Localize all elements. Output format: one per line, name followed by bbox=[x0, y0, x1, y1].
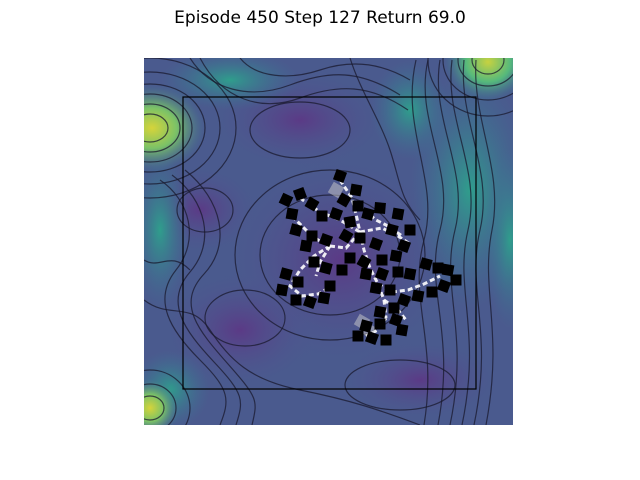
body-block bbox=[426, 286, 438, 298]
body-block bbox=[396, 292, 412, 308]
body-block bbox=[419, 257, 433, 271]
body-block bbox=[352, 330, 364, 342]
articulated-body bbox=[275, 168, 462, 346]
body-link bbox=[338, 179, 362, 233]
body-block bbox=[292, 276, 304, 288]
body-block bbox=[374, 266, 390, 282]
body-block bbox=[292, 186, 308, 202]
body-block bbox=[368, 236, 384, 252]
body-block bbox=[318, 232, 334, 248]
body-link bbox=[359, 226, 411, 246]
body-block-ghost bbox=[327, 181, 345, 199]
body-block bbox=[395, 323, 409, 337]
body-block bbox=[279, 267, 293, 281]
terrain-heatmap bbox=[144, 58, 513, 425]
body-block bbox=[369, 281, 383, 295]
body-block bbox=[278, 192, 294, 208]
body-block bbox=[373, 305, 387, 319]
body-block bbox=[404, 224, 416, 236]
body-block bbox=[450, 274, 462, 286]
body-block bbox=[374, 202, 386, 214]
body-block bbox=[411, 289, 425, 303]
body-block bbox=[396, 238, 412, 254]
body-block bbox=[285, 207, 299, 221]
body-block bbox=[299, 239, 313, 253]
body-block bbox=[376, 254, 388, 266]
body-block bbox=[308, 256, 320, 268]
body-block bbox=[436, 278, 452, 294]
body-block bbox=[319, 261, 333, 275]
body-block bbox=[364, 330, 380, 346]
body-block bbox=[304, 196, 320, 212]
body-block bbox=[388, 312, 404, 328]
body-block bbox=[328, 206, 344, 222]
body-link bbox=[314, 245, 332, 277]
body-block bbox=[361, 207, 375, 221]
body-block bbox=[391, 207, 405, 221]
body-block bbox=[441, 263, 455, 277]
body-block bbox=[336, 192, 352, 208]
body-block bbox=[336, 264, 348, 276]
body-block bbox=[344, 252, 356, 264]
body-block bbox=[354, 232, 366, 244]
body-link bbox=[329, 231, 362, 250]
body-block bbox=[385, 223, 399, 237]
body-block bbox=[302, 294, 318, 310]
body-block bbox=[290, 294, 302, 306]
terrain-contours bbox=[144, 58, 513, 425]
body-block bbox=[374, 318, 386, 330]
body-block bbox=[359, 267, 373, 281]
body-link bbox=[358, 231, 388, 319]
episode-title: Episode 450 Step 127 Return 69.0 bbox=[174, 8, 466, 28]
body-block bbox=[388, 302, 400, 314]
body-block bbox=[389, 249, 403, 263]
body-block bbox=[384, 284, 396, 296]
body-block bbox=[332, 168, 348, 184]
body-block bbox=[392, 266, 404, 278]
body-block bbox=[349, 183, 363, 197]
body-block bbox=[359, 319, 373, 333]
body-block bbox=[306, 230, 318, 242]
body-block bbox=[432, 262, 444, 274]
arena-boundary bbox=[182, 96, 477, 390]
body-link bbox=[288, 244, 333, 298]
body-block bbox=[317, 291, 331, 305]
body-block bbox=[403, 267, 417, 281]
body-block bbox=[324, 280, 336, 292]
body-block bbox=[380, 334, 392, 346]
body-block bbox=[289, 223, 303, 237]
body-block bbox=[316, 210, 328, 222]
body-block bbox=[275, 283, 289, 297]
body-block bbox=[343, 215, 357, 229]
body-block bbox=[356, 254, 372, 270]
body-block bbox=[338, 228, 354, 244]
body-block bbox=[352, 200, 364, 212]
